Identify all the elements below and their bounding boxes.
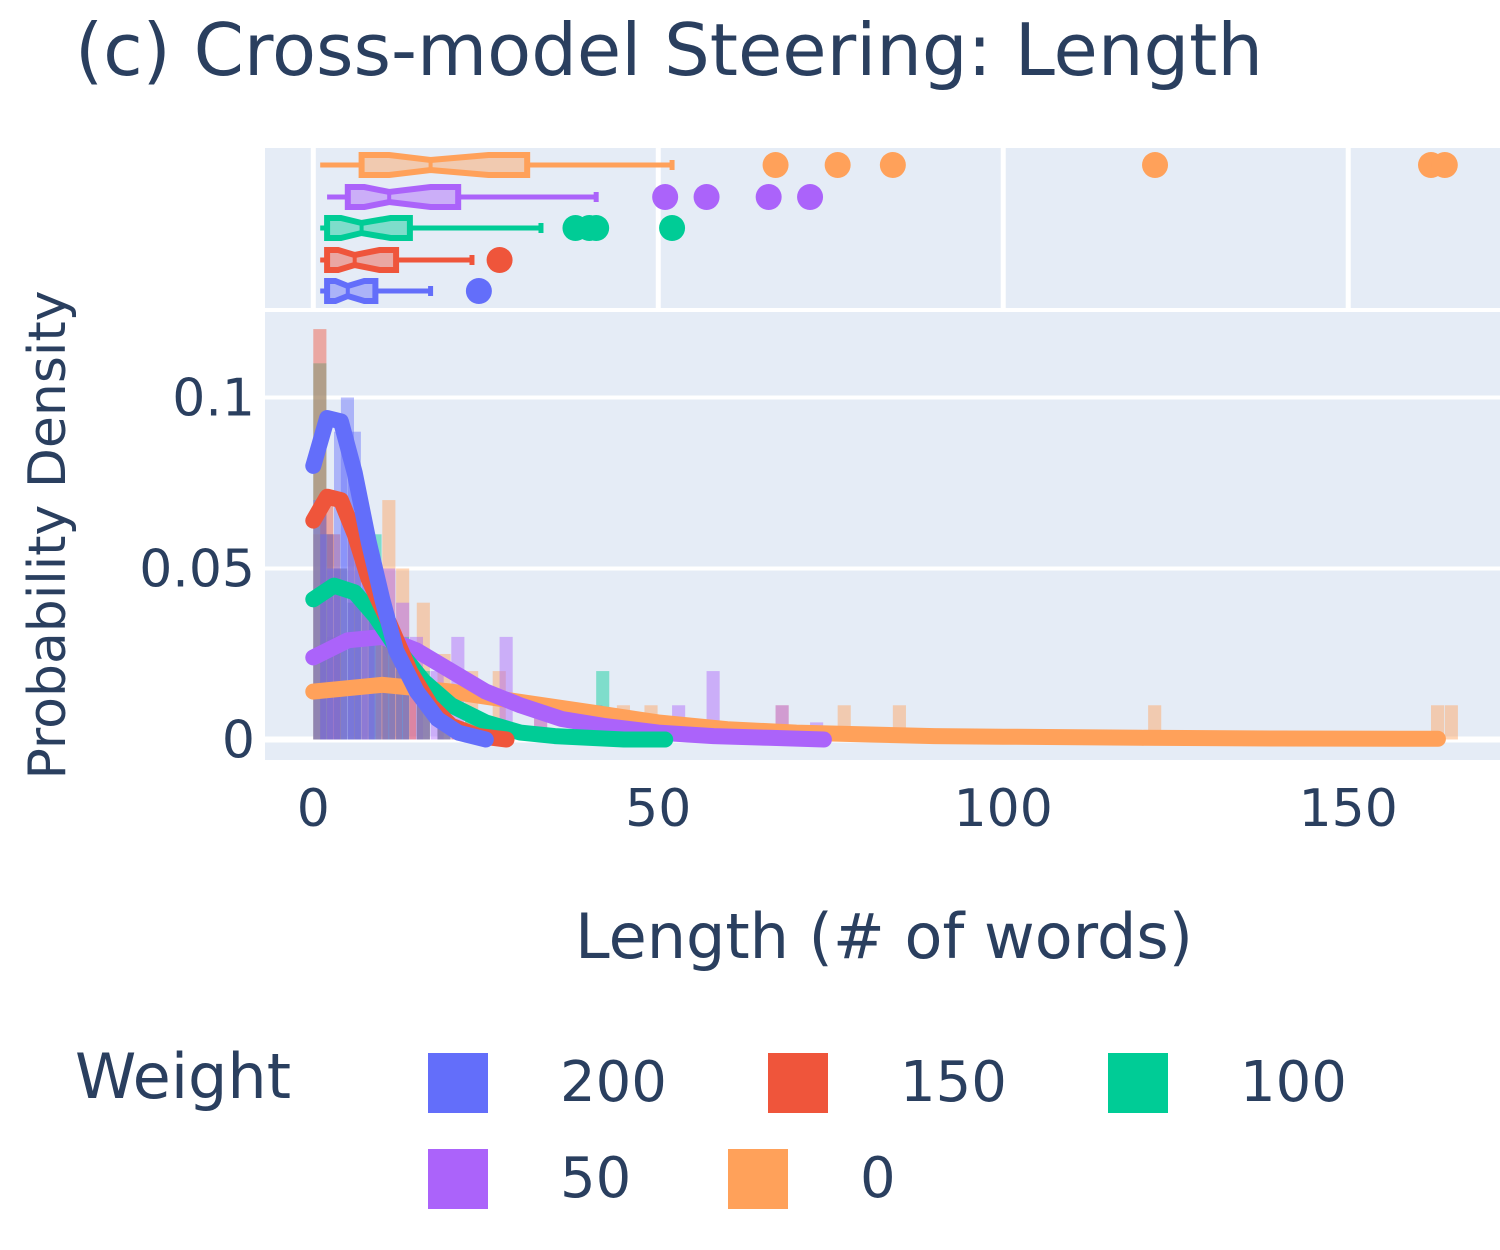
x-tick-label: 150 xyxy=(1299,779,1398,839)
legend-label: 150 xyxy=(900,1050,1007,1115)
outlier-point xyxy=(797,184,824,210)
x-tick-label: 100 xyxy=(954,779,1053,839)
legend-swatch xyxy=(768,1052,828,1113)
axis-ticks: 0 50 100 150 0 0.05 0.1 xyxy=(139,368,1398,839)
outlier-point xyxy=(693,184,720,210)
outlier-point xyxy=(879,152,906,178)
marginal-boxes xyxy=(320,152,1458,304)
density-curve xyxy=(305,410,494,748)
x-axis-label: Length (# of words) xyxy=(575,900,1193,973)
legend-item-200[interactable]: 200 xyxy=(428,1050,667,1115)
x-tick-label: 50 xyxy=(625,779,691,839)
legend-title: Weight xyxy=(75,1040,292,1113)
legend-label: 50 xyxy=(560,1146,632,1211)
histogram-bar xyxy=(320,500,334,740)
legend-item-50[interactable]: 50 xyxy=(428,1146,631,1211)
chart-svg: 0 50 100 150 0 0.05 0.1 xyxy=(139,148,1500,839)
legend-label: 0 xyxy=(860,1146,896,1211)
y-tick-label: 0.05 xyxy=(139,539,255,599)
box-body xyxy=(344,184,462,210)
box-body xyxy=(324,278,379,304)
box-body xyxy=(358,152,531,178)
density-curves xyxy=(305,410,1446,748)
outlier-point xyxy=(659,215,686,241)
histogram-bar xyxy=(1444,705,1458,740)
outlier-point xyxy=(465,278,492,304)
box-body xyxy=(324,247,400,273)
density-curve xyxy=(305,676,1446,747)
outlier-point xyxy=(583,215,610,241)
outlier-point xyxy=(755,184,782,210)
legend-item-150[interactable]: 150 xyxy=(768,1050,1007,1115)
outlier-point xyxy=(486,247,513,273)
legend-swatch xyxy=(428,1052,488,1113)
y-tick-label: 0 xyxy=(222,710,255,770)
legend-label: 200 xyxy=(560,1050,667,1115)
legend-item-100[interactable]: 100 xyxy=(1108,1050,1347,1115)
legend-item-0[interactable]: 0 xyxy=(728,1146,896,1211)
histogram-bar xyxy=(313,500,327,740)
histogram-bar xyxy=(499,636,513,740)
outlier-point xyxy=(1142,152,1169,178)
outlier-point xyxy=(652,184,679,210)
outlier-point xyxy=(762,152,789,178)
x-tick-label: 0 xyxy=(297,779,330,839)
chart-title: (c) Cross-model Steering: Length xyxy=(75,8,1264,92)
legend-swatch xyxy=(728,1148,788,1209)
density-curve xyxy=(305,577,674,748)
outlier-point xyxy=(824,152,851,178)
y-tick-label: 0.1 xyxy=(172,368,255,428)
legend-swatch xyxy=(1108,1052,1168,1113)
box-body xyxy=(324,215,413,241)
outlier-point xyxy=(1431,152,1458,178)
legend-swatch xyxy=(428,1148,488,1209)
legend-label: 100 xyxy=(1240,1050,1347,1115)
